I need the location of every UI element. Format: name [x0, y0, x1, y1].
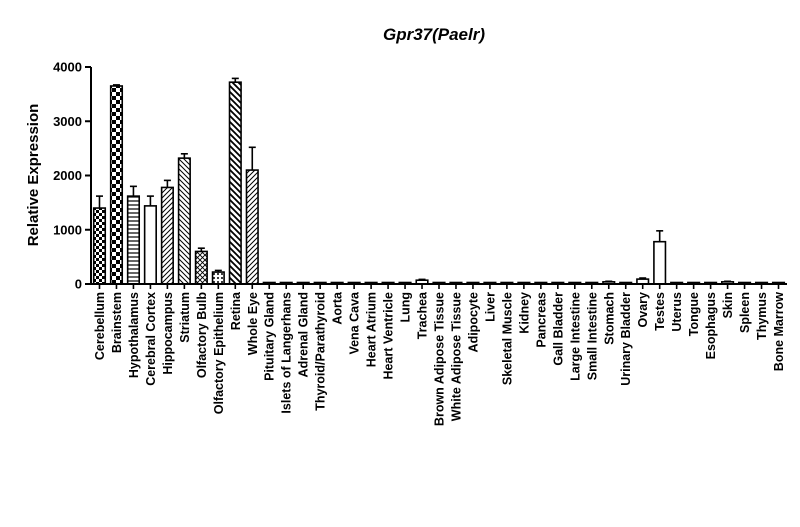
x-tick-label: Esophagus — [704, 292, 718, 359]
bar — [194, 250, 208, 285]
x-tick-label: Heart Ventricle — [382, 292, 396, 380]
x-tick-label: Stomach — [602, 292, 616, 345]
x-tick-label: Olfactory Bulb — [195, 292, 209, 378]
x-tick-label: Brainstem — [110, 292, 124, 353]
chart-title: Gpr37(Paelr) — [383, 25, 485, 44]
bar — [245, 169, 259, 285]
x-tick-label: Uterus — [670, 292, 684, 332]
x-tick-label: Tongue — [687, 292, 701, 336]
x-tick-label: Large Intestine — [568, 292, 582, 381]
x-tick-label: Aorta — [331, 291, 345, 325]
x-tick-label: Pancreas — [534, 292, 548, 348]
x-tick-label: Skin — [721, 292, 735, 318]
y-tick-label: 3000 — [53, 114, 82, 129]
bar — [228, 81, 242, 285]
x-tick-label: Urinary Bladder — [619, 292, 633, 386]
x-tick-label: Pituitary Gland — [263, 292, 277, 381]
x-tick-label: Hypothalamus — [127, 292, 141, 378]
x-tick-label: Lung — [399, 292, 413, 323]
x-tick-label: Thyroid/Parathyroid — [314, 292, 328, 411]
x-tick-label: Ovary — [636, 292, 650, 327]
y-axis-label: Relative Expression — [25, 104, 42, 247]
x-tick-label: Adipocyte — [466, 292, 480, 352]
x-tick-label: Cerebellum — [93, 292, 107, 360]
x-tick-label: Skeletal Muscle — [500, 292, 514, 385]
x-tick-label: Gall Bladder — [551, 292, 565, 366]
bar — [109, 85, 124, 285]
x-tick-label: Kidney — [517, 292, 531, 334]
x-tick-label: White Adipose Tissue — [449, 292, 463, 421]
x-tick-label: Adrenal Gland — [297, 292, 311, 377]
x-tick-label: Hippocampus — [161, 292, 175, 375]
x-tick-label: Bone Marrow — [772, 292, 786, 371]
x-tick-label: Retina — [229, 291, 243, 330]
x-tick-label: Spleen — [738, 292, 752, 333]
bars — [92, 77, 786, 285]
bar — [92, 207, 107, 285]
x-tick-label: Olfactory Epithelium — [212, 292, 226, 414]
x-tick-label: Small Intestine — [585, 292, 599, 380]
y-tick-label: 1000 — [53, 222, 82, 237]
x-tick-label: Trachea — [416, 291, 430, 339]
bar — [143, 205, 157, 285]
bar — [160, 186, 174, 285]
x-tick-label: Whole Eye — [246, 292, 260, 355]
x-axis: Cerebellum Brainstem Hypothalamus Cerebral … — [91, 283, 787, 426]
x-tick-label: Cerebral Cortex — [144, 292, 158, 386]
x-tick-label: Striatum — [178, 292, 192, 343]
x-tick-label: Islets of Langerhans — [280, 292, 294, 414]
x-tick-label: Testes — [653, 292, 667, 331]
y-tick-label: 2000 — [53, 168, 82, 183]
y-tick-label: 0 — [75, 277, 82, 292]
bar — [177, 157, 191, 285]
x-tick-label: Brown Adipose Tissue — [433, 292, 447, 426]
bar — [653, 240, 667, 285]
x-tick-label: Vena Cava — [348, 291, 362, 355]
x-tick-label: Liver — [483, 292, 497, 322]
bar — [211, 271, 225, 285]
x-tick-label: Thymus — [755, 292, 769, 340]
bar — [126, 195, 141, 285]
y-axis: 0 1000 2000 3000 4000 — [53, 60, 92, 292]
x-tick-label: Heart Atrium — [365, 292, 379, 367]
y-tick-label: 4000 — [53, 60, 82, 75]
